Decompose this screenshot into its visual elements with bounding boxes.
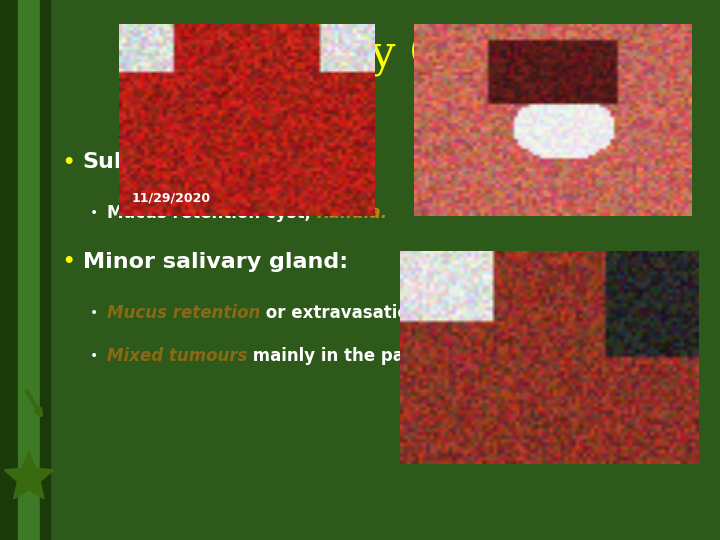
Text: Ranula.: Ranula.	[316, 204, 387, 222]
Text: •: •	[89, 306, 98, 320]
Text: Mucus retention: Mucus retention	[107, 304, 260, 322]
Text: •: •	[89, 349, 98, 363]
Text: mainly in the palate.: mainly in the palate.	[247, 347, 446, 366]
Text: or extravasation cyst,: or extravasation cyst,	[260, 304, 472, 322]
Polygon shape	[4, 452, 53, 499]
Text: Mixed tumours: Mixed tumours	[107, 347, 247, 366]
Text: 11/29/2020: 11/29/2020	[132, 192, 211, 205]
Bar	[0, 0, 18, 540]
Bar	[18, 0, 40, 540]
Bar	[40, 0, 50, 540]
Text: •: •	[89, 206, 98, 220]
Text: Salivary Glands: Salivary Glands	[212, 32, 566, 76]
Text: Sublingual:: Sublingual:	[83, 152, 225, 172]
Text: •: •	[62, 252, 75, 272]
Text: Mucus retention cyst,: Mucus retention cyst,	[107, 204, 316, 222]
Text: •: •	[62, 152, 75, 172]
Text: Minor salivary gland:: Minor salivary gland:	[83, 252, 348, 272]
